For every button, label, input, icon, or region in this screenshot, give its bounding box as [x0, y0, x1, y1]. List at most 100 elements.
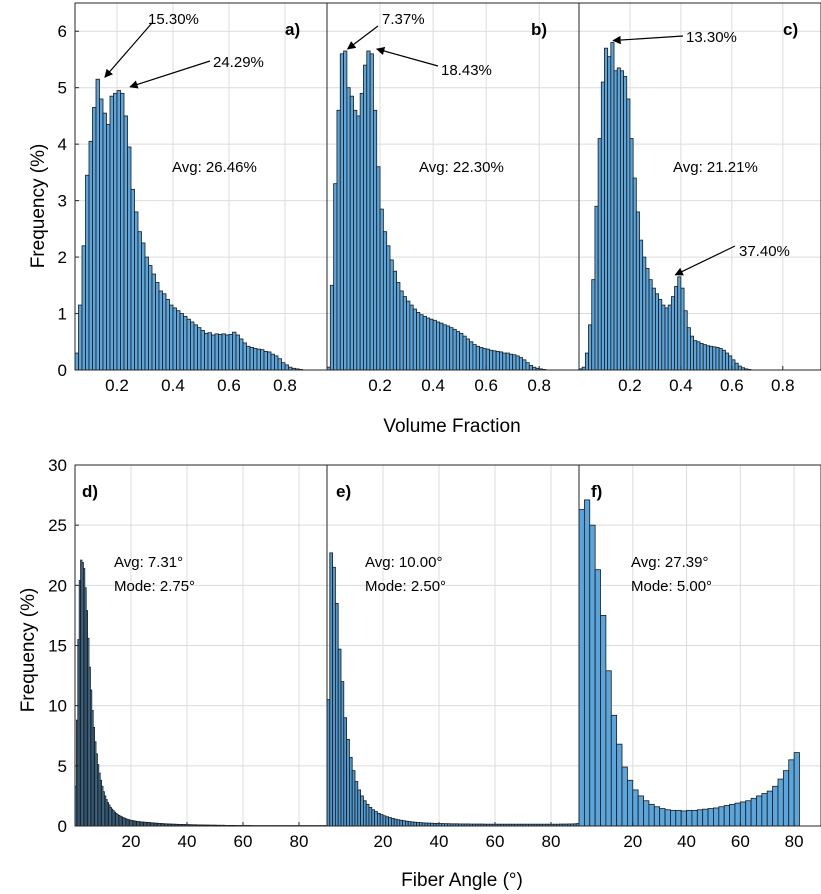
histogram-bar	[388, 817, 392, 827]
histogram-bar	[432, 319, 437, 371]
annotation-arrow	[674, 245, 736, 276]
annotation-text: Avg: 21.21%	[673, 159, 758, 176]
histogram-bar	[693, 340, 698, 371]
histogram-bar	[336, 109, 341, 371]
x-tick-label: 0.8	[273, 376, 297, 395]
histogram-bar	[329, 552, 333, 827]
histogram-bar	[439, 322, 444, 371]
histogram-bar	[339, 53, 344, 371]
annotation-text: Mode: 2.50°	[365, 578, 446, 595]
annotation-arrow	[129, 60, 211, 89]
x-tick-label: 0.6	[474, 376, 498, 395]
histogram-bar	[396, 282, 401, 371]
histogram-bar	[204, 332, 209, 371]
histogram-bar	[686, 327, 691, 371]
annotation-arrow	[375, 46, 439, 67]
histogram-bar	[402, 820, 406, 827]
histogram-bar	[74, 352, 79, 371]
x-tick-label: 80	[542, 832, 561, 851]
y-tick-label: 5	[58, 79, 67, 98]
histogram-bar	[642, 256, 647, 371]
histogram-bar	[721, 349, 726, 371]
panel-label: c)	[783, 20, 798, 39]
y-tick-label: 10	[48, 697, 67, 716]
histogram-bar	[709, 345, 714, 371]
histogram-bar	[429, 318, 434, 371]
histogram-bar	[197, 327, 202, 371]
histogram-bar	[664, 307, 669, 371]
histogram-bar	[169, 304, 174, 371]
histogram-bar	[281, 362, 286, 371]
histogram-bar	[329, 284, 335, 371]
histogram-bar	[393, 818, 398, 827]
histogram-bar	[723, 805, 730, 827]
histogram-bar	[151, 273, 156, 371]
histogram-bar	[113, 92, 118, 371]
y-tick-label: 0	[58, 817, 67, 836]
panel-label: f)	[591, 482, 602, 501]
histogram-bar	[619, 70, 624, 371]
annotation-text: 37.40%	[739, 243, 790, 260]
x-tick-label: 80	[290, 832, 309, 851]
histogram-bar	[436, 321, 441, 371]
histogram-bar	[712, 346, 717, 371]
histogram-bar	[263, 350, 268, 371]
x-tick-label: 0.2	[618, 376, 642, 395]
histogram-bar	[95, 78, 100, 371]
x-tick-label: 60	[486, 832, 505, 851]
histogram-bar	[422, 315, 427, 371]
histogram-bar	[392, 270, 398, 371]
histogram-bar	[653, 806, 661, 827]
histogram-bar	[705, 345, 710, 371]
histogram-bar	[343, 717, 347, 827]
y-tick-label: 3	[58, 192, 67, 211]
panel-label: a)	[285, 20, 300, 39]
histogram-bar	[683, 310, 688, 371]
annotation-text: 13.30%	[686, 29, 737, 46]
histogram-bar	[670, 296, 675, 371]
histogram-bar	[696, 341, 701, 371]
histogram-bar	[739, 801, 747, 827]
histogram-bar	[508, 353, 514, 371]
annotation-text: Mode: 5.00°	[631, 578, 712, 595]
histogram-bar	[707, 808, 714, 827]
histogram-bar	[416, 312, 421, 371]
histogram-bar	[379, 208, 384, 371]
histogram-bar	[249, 347, 254, 371]
histogram-bar	[702, 344, 707, 371]
y-tick-label: 20	[48, 576, 67, 595]
chart-panel-4: 20 40 60 80 0 5 10 15 20 25 30 d) Avg: 7.31° Mode: 2.…	[48, 456, 328, 851]
x-tick-label: 0.2	[368, 376, 392, 395]
histogram-bar	[583, 499, 591, 827]
histogram-bar	[148, 265, 153, 371]
y-tick-label: 5	[58, 757, 67, 776]
histogram-bar	[637, 795, 644, 827]
histogram-bar	[141, 242, 146, 371]
histogram-bar	[696, 809, 704, 827]
histogram-bar	[788, 759, 795, 827]
histogram-bar	[495, 350, 500, 371]
histogram-bar	[123, 115, 128, 371]
histogram-bar	[680, 810, 687, 827]
histogram-bar	[629, 138, 634, 371]
histogram-bar	[725, 352, 730, 371]
histogram-bar	[597, 138, 602, 371]
histogram-bar	[699, 343, 704, 371]
annotation-arrow	[346, 25, 379, 50]
histogram-bar	[333, 183, 338, 371]
histogram-bar	[505, 352, 510, 371]
histogram-bar	[600, 81, 605, 371]
histogram-bar	[134, 211, 139, 371]
histogram-bar	[349, 95, 354, 371]
x-tick-label: 0.4	[161, 376, 185, 395]
histogram-bar	[578, 509, 585, 827]
histogram-bar	[109, 95, 114, 371]
annotation-text: Mode: 2.75°	[114, 578, 195, 595]
histogram-bar	[373, 109, 378, 371]
histogram-bar	[348, 757, 353, 827]
histogram-bar	[214, 333, 219, 371]
histogram-bar	[589, 524, 596, 827]
histogram-bar	[363, 64, 368, 371]
histogram-bar	[610, 714, 618, 827]
histogram-bar	[246, 345, 251, 371]
